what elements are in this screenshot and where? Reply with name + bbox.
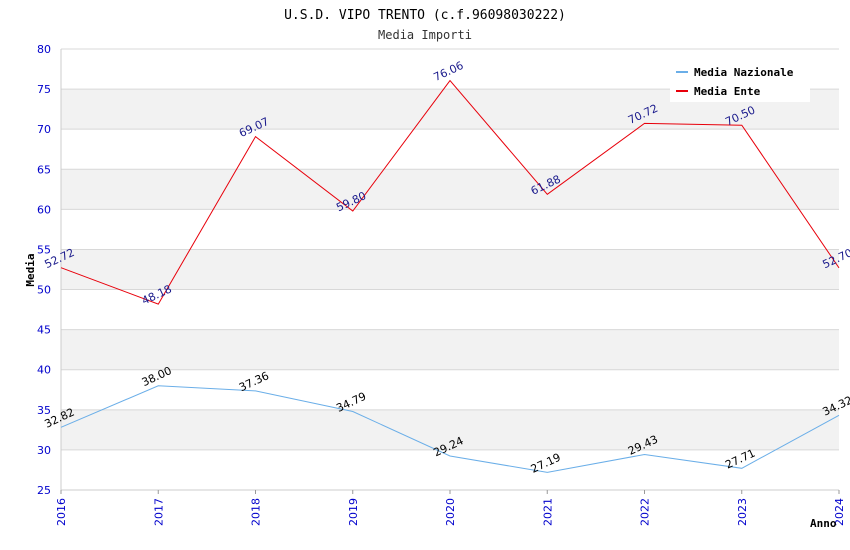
grid-band <box>61 329 839 370</box>
y-tick-label: 25 <box>37 484 51 497</box>
background-bands <box>61 89 839 450</box>
chart-subtitle: Media Importi <box>378 28 472 42</box>
y-tick-label: 70 <box>37 123 51 136</box>
x-tick-label: 2017 <box>152 498 165 526</box>
y-tick-label: 60 <box>37 203 51 216</box>
y-tick-label: 65 <box>37 163 51 176</box>
y-tick-label: 55 <box>37 243 51 256</box>
axes <box>60 49 840 494</box>
x-tick-label: 2021 <box>541 498 554 526</box>
gridlines <box>61 48 839 491</box>
legend-box <box>670 60 810 102</box>
x-tick-label: 2024 <box>833 498 846 526</box>
y-tick-label: 75 <box>37 83 51 96</box>
y-axis-label: Media <box>24 253 37 286</box>
x-tick-label: 2023 <box>736 498 749 526</box>
y-tick-labels: 25 30 35 40 45 50 55 60 65 70 75 80 <box>37 43 51 497</box>
data-label: 76.06 <box>431 59 465 84</box>
legend-label: Media Nazionale <box>694 66 794 79</box>
series-line <box>60 385 840 473</box>
y-tick-label: 50 <box>37 284 51 297</box>
y-tick-label: 40 <box>37 364 51 377</box>
x-tick-label: 2020 <box>444 498 457 526</box>
legend: Media Nazionale Media Ente <box>670 60 810 102</box>
x-tick-label: 2018 <box>250 498 263 526</box>
x-tick-labels: 2016 2017 2018 2019 2020 2021 2022 2023 2024 <box>55 498 846 526</box>
chart-title: U.S.D. VIPO TRENTO (c.f.96098030222) <box>284 8 566 23</box>
y-tick-label: 35 <box>37 404 51 417</box>
grid-band <box>61 249 839 290</box>
series-lines <box>60 79 840 473</box>
series-line <box>60 79 840 305</box>
grid-band <box>61 169 839 210</box>
x-tick-label: 2016 <box>55 498 68 526</box>
y-tick-label: 80 <box>37 43 51 56</box>
legend-label: Media Ente <box>694 85 761 98</box>
y-tick-label: 45 <box>37 324 51 337</box>
y-tick-label: 30 <box>37 444 51 457</box>
x-axis-label: Anno <box>810 517 837 530</box>
x-tick-label: 2019 <box>347 498 360 526</box>
grid-band <box>61 409 839 450</box>
x-tick-label: 2022 <box>639 498 652 526</box>
